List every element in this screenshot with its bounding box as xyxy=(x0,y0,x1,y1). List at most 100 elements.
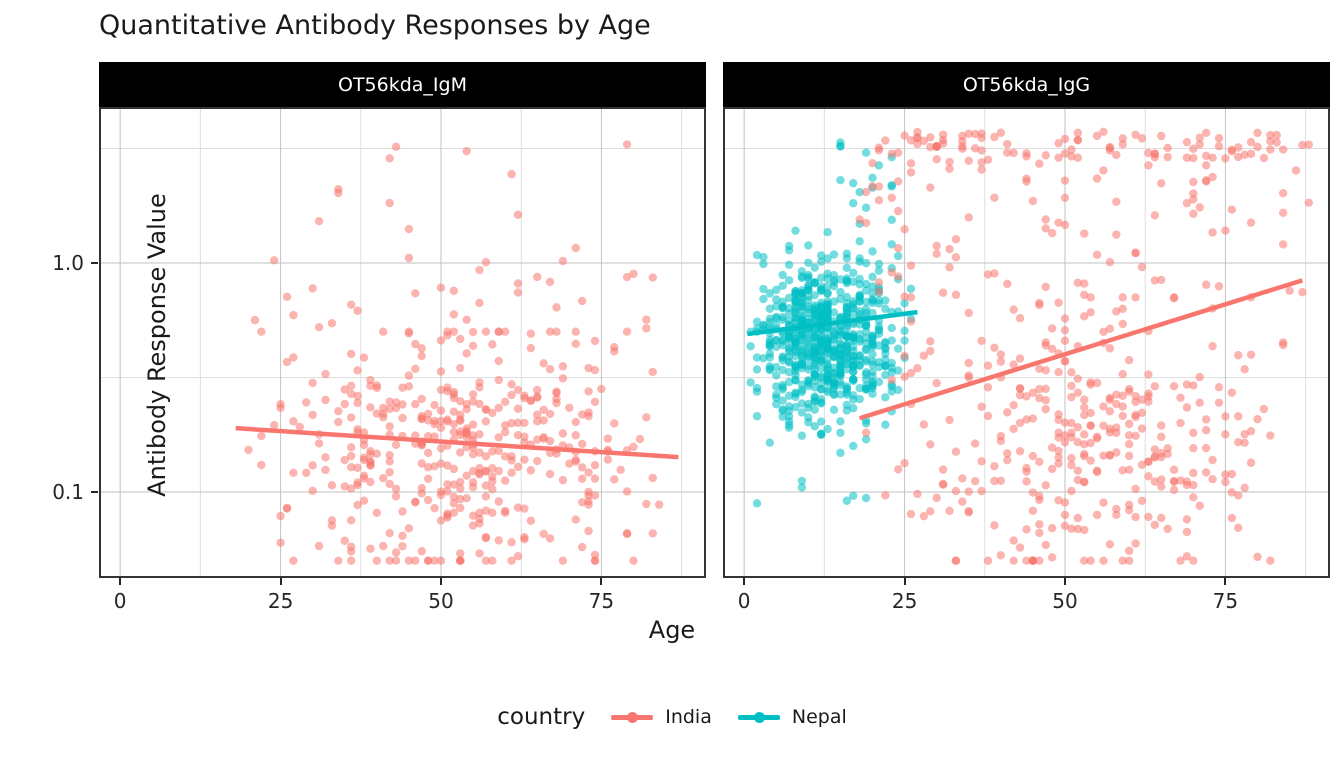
data-point xyxy=(861,187,871,197)
data-point xyxy=(881,355,890,364)
data-point xyxy=(507,456,516,465)
data-point xyxy=(346,484,356,493)
data-point xyxy=(411,364,420,374)
data-point xyxy=(276,538,285,547)
data-point xyxy=(520,391,529,400)
data-point xyxy=(526,466,536,475)
data-point xyxy=(797,408,807,417)
data-point xyxy=(391,492,401,501)
data-point xyxy=(1112,197,1121,206)
data-point xyxy=(823,289,832,298)
data-point xyxy=(1022,467,1031,476)
data-point xyxy=(1054,298,1063,307)
data-point xyxy=(887,323,896,333)
data-point xyxy=(1003,148,1012,157)
data-point xyxy=(887,149,896,158)
data-point xyxy=(951,447,961,456)
data-point xyxy=(797,291,807,300)
data-point xyxy=(990,269,999,278)
data-point xyxy=(1201,443,1211,453)
data-point xyxy=(1246,350,1256,359)
data-point xyxy=(1118,466,1127,475)
data-point xyxy=(398,383,407,392)
data-point xyxy=(1112,448,1121,457)
data-point xyxy=(590,365,600,375)
data-point xyxy=(1080,430,1089,439)
x-tick-label: 75 xyxy=(1212,589,1239,613)
data-point xyxy=(456,334,465,344)
data-point xyxy=(1253,552,1262,562)
data-point xyxy=(321,465,330,475)
data-point xyxy=(829,308,839,317)
data-point xyxy=(1054,138,1063,148)
data-point xyxy=(1240,430,1249,439)
data-point xyxy=(1304,140,1314,149)
data-point xyxy=(1150,276,1160,285)
data-point xyxy=(1015,543,1025,552)
data-point xyxy=(385,457,394,466)
plot-title: Quantitative Antibody Responses by Age xyxy=(99,10,651,41)
data-point xyxy=(874,325,884,334)
data-point xyxy=(436,385,446,395)
data-point xyxy=(468,420,478,429)
data-point xyxy=(1022,477,1031,486)
data-point xyxy=(565,403,574,412)
data-point xyxy=(1054,453,1063,462)
data-point xyxy=(1201,415,1211,424)
data-point xyxy=(983,361,993,370)
data-point xyxy=(366,477,375,487)
x-tick-label: 0 xyxy=(113,589,127,613)
data-point xyxy=(642,499,651,509)
data-point xyxy=(964,129,973,138)
data-point xyxy=(861,279,871,289)
data-point xyxy=(648,529,657,538)
data-point xyxy=(308,486,317,495)
data-point xyxy=(321,369,330,379)
data-point xyxy=(797,359,807,368)
data-point xyxy=(1124,419,1134,429)
data-point xyxy=(919,420,929,429)
data-point xyxy=(443,415,452,424)
data-point xyxy=(842,292,852,302)
data-point xyxy=(1054,218,1063,227)
data-point xyxy=(868,381,877,391)
data-point xyxy=(1086,408,1095,418)
data-point xyxy=(1015,384,1025,393)
data-point xyxy=(855,215,864,224)
data-point xyxy=(861,333,871,343)
data-point xyxy=(829,346,839,355)
data-point xyxy=(552,303,561,312)
data-point xyxy=(526,396,536,405)
data-point xyxy=(996,476,1006,485)
data-point xyxy=(855,280,864,289)
data-point xyxy=(913,127,922,137)
data-point xyxy=(836,176,845,185)
legend-item-nepal: Nepal xyxy=(737,706,847,728)
data-point xyxy=(1131,293,1140,302)
data-point xyxy=(893,385,903,395)
x-tick-label: 25 xyxy=(267,589,294,613)
data-point xyxy=(1124,500,1134,509)
data-point xyxy=(417,546,426,556)
data-point xyxy=(308,284,317,293)
data-point xyxy=(456,556,465,565)
data-point xyxy=(391,142,401,151)
data-point xyxy=(1201,468,1211,477)
data-point xyxy=(964,156,973,166)
y-axis-tick xyxy=(91,491,98,493)
data-point xyxy=(513,462,523,472)
data-point xyxy=(475,378,484,387)
data-point xyxy=(488,464,497,473)
data-point xyxy=(778,406,787,415)
legend-item-india: India xyxy=(611,706,712,728)
data-point xyxy=(314,541,324,551)
data-point xyxy=(1073,153,1083,162)
data-point xyxy=(456,410,465,420)
data-point xyxy=(346,556,356,565)
data-point xyxy=(816,286,826,296)
x-axis-tick xyxy=(439,578,442,585)
data-point xyxy=(494,466,503,476)
data-point xyxy=(346,389,356,399)
data-point xyxy=(1298,140,1307,150)
trend-line-india xyxy=(235,425,679,460)
